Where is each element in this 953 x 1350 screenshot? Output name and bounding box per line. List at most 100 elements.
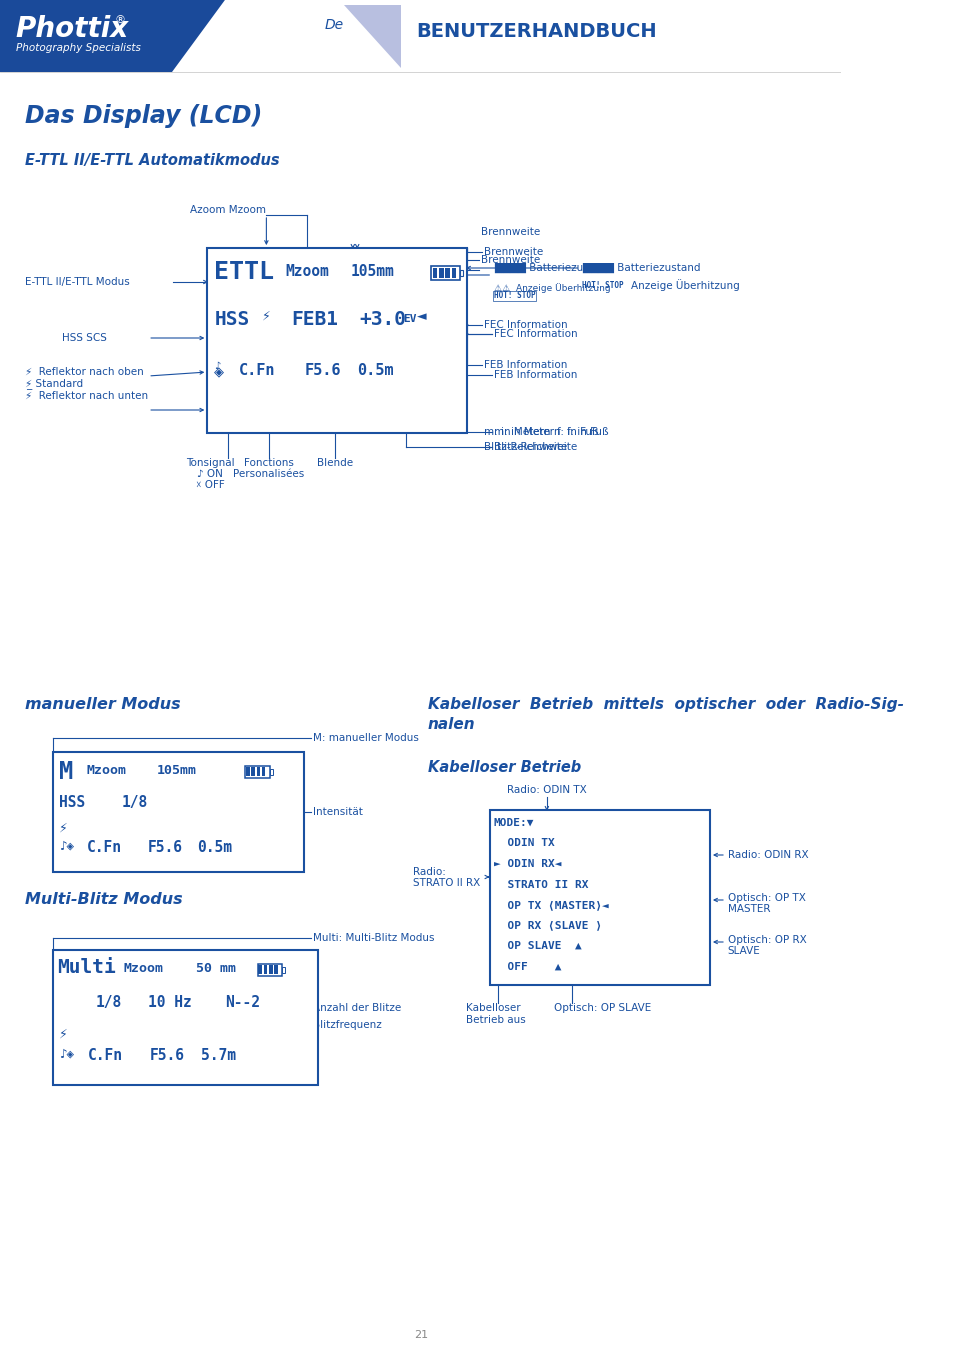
FancyBboxPatch shape	[52, 950, 317, 1085]
Text: Blitz-Reichweite: Blitz-Reichweite	[484, 441, 567, 452]
Text: EV: EV	[403, 315, 416, 324]
Text: 5.7m: 5.7m	[201, 1048, 235, 1062]
Text: Blende: Blende	[316, 458, 353, 468]
Text: F5.6: F5.6	[148, 840, 183, 855]
Text: FEC Information: FEC Information	[494, 329, 577, 339]
Text: +3.0: +3.0	[358, 310, 406, 329]
Text: HOT! STOP: HOT! STOP	[581, 281, 623, 289]
Text: nalen: nalen	[427, 717, 475, 732]
Text: Mzoom: Mzoom	[123, 963, 163, 975]
FancyBboxPatch shape	[433, 269, 437, 278]
Text: Blitz-Reichweite: Blitz-Reichweite	[494, 441, 577, 452]
Text: C.Fn: C.Fn	[87, 840, 121, 855]
Text: ◄: ◄	[416, 310, 426, 323]
Text: 0.5m: 0.5m	[196, 840, 232, 855]
Text: De: De	[324, 18, 343, 32]
Text: 10 Hz: 10 Hz	[148, 995, 192, 1010]
Text: ♪ ON: ♪ ON	[196, 468, 223, 479]
Text: ETTL: ETTL	[214, 261, 274, 284]
Text: Optisch: OP SLAVE: Optisch: OP SLAVE	[554, 1003, 651, 1012]
Text: Mzoom: Mzoom	[285, 265, 328, 279]
Polygon shape	[344, 5, 401, 68]
FancyBboxPatch shape	[207, 248, 467, 433]
Text: F5.6: F5.6	[150, 1048, 185, 1062]
Text: Kabelloser  Betrieb  mittels  optischer  oder  Radio-Sig-: Kabelloser Betrieb mittels optischer ode…	[427, 697, 902, 711]
Text: M: manueller Modus: M: manueller Modus	[313, 733, 418, 743]
Text: N--2: N--2	[225, 995, 259, 1010]
Text: Fonctions: Fonctions	[244, 458, 294, 468]
Text: E-TTL II/E-TTL Automatikmodus: E-TTL II/E-TTL Automatikmodus	[25, 153, 279, 167]
FancyBboxPatch shape	[245, 765, 270, 778]
Text: ®: ®	[114, 15, 126, 26]
Text: ♪◈: ♪◈	[59, 1048, 74, 1061]
Text: ⚡: ⚡	[59, 822, 68, 836]
FancyBboxPatch shape	[431, 266, 459, 279]
Text: 50 mm: 50 mm	[195, 963, 235, 975]
FancyBboxPatch shape	[262, 767, 265, 776]
Text: ⚡̲ Standard: ⚡̲ Standard	[25, 378, 83, 389]
Text: Radio:: Radio:	[413, 867, 445, 878]
Text: M: M	[59, 760, 73, 784]
Text: Multi-Blitz Modus: Multi-Blitz Modus	[25, 892, 182, 907]
FancyBboxPatch shape	[270, 769, 273, 775]
Text: 1/8: 1/8	[122, 795, 148, 810]
Text: F5.6: F5.6	[304, 363, 340, 378]
Text: FEC Information: FEC Information	[484, 320, 567, 329]
Text: Brennweite: Brennweite	[480, 227, 539, 238]
Text: ♪: ♪	[214, 360, 220, 371]
Text: Kabelloser: Kabelloser	[465, 1003, 519, 1012]
Text: Personalisées: Personalisées	[233, 468, 304, 479]
Text: Anzahl der Blitze: Anzahl der Blitze	[313, 1003, 401, 1012]
FancyBboxPatch shape	[263, 965, 267, 973]
Text: ⚠⚠  Anzeige Überhitzung: ⚠⚠ Anzeige Überhitzung	[494, 284, 610, 293]
Text: Optisch: OP TX: Optisch: OP TX	[727, 892, 804, 903]
FancyBboxPatch shape	[269, 965, 273, 973]
FancyBboxPatch shape	[256, 767, 260, 776]
Text: SLAVE: SLAVE	[727, 946, 760, 956]
Text: Phottix: Phottix	[16, 15, 129, 43]
FancyBboxPatch shape	[438, 269, 443, 278]
Text: HOT! STOP: HOT! STOP	[494, 292, 535, 301]
Text: 0.5m: 0.5m	[356, 363, 394, 378]
Text: 1/8: 1/8	[95, 995, 121, 1010]
Text: FEB1: FEB1	[291, 310, 337, 329]
FancyBboxPatch shape	[52, 752, 304, 872]
Text: ████ Batteriezustand: ████ Batteriezustand	[581, 263, 700, 273]
FancyBboxPatch shape	[258, 965, 262, 973]
Text: MASTER: MASTER	[727, 904, 769, 914]
Text: ⚡  Reflektor nach unten: ⚡ Reflektor nach unten	[25, 392, 148, 401]
Text: BENUTZERHANDBUCH: BENUTZERHANDBUCH	[416, 22, 657, 40]
FancyBboxPatch shape	[445, 269, 450, 278]
FancyBboxPatch shape	[282, 967, 285, 973]
FancyBboxPatch shape	[489, 810, 709, 986]
Text: ♪◈: ♪◈	[59, 840, 74, 853]
Text: Multi: Multi	[57, 958, 116, 977]
Text: OP RX ⟨SLAVE ⟩: OP RX ⟨SLAVE ⟩	[494, 921, 601, 930]
Text: ████ Batteriezustand: ████ Batteriezustand	[494, 263, 612, 273]
Text: 21: 21	[414, 1330, 427, 1341]
Text: ☓ OFF: ☓ OFF	[195, 481, 224, 490]
FancyBboxPatch shape	[451, 269, 456, 278]
Text: m: in Metern  f: in Fuß: m: in Metern f: in Fuß	[484, 427, 598, 437]
Text: ⚡: ⚡	[262, 310, 271, 323]
Text: OP SLAVE  ▲: OP SLAVE ▲	[494, 941, 581, 950]
Text: Multi: Multi-Blitz Modus: Multi: Multi-Blitz Modus	[313, 933, 435, 944]
Text: OP TX ⟨MASTER⟩◄: OP TX ⟨MASTER⟩◄	[494, 900, 608, 910]
Text: Intensität: Intensität	[313, 807, 363, 817]
Text: Radio: ODIN TX: Radio: ODIN TX	[506, 784, 586, 795]
Text: C.Fn: C.Fn	[239, 363, 275, 378]
Polygon shape	[0, 0, 225, 72]
FancyBboxPatch shape	[246, 767, 250, 776]
Text: OFF    ▲: OFF ▲	[494, 961, 561, 972]
Text: 105mm: 105mm	[157, 764, 197, 778]
Text: MODE:▼: MODE:▼	[494, 818, 534, 828]
Text: ◈: ◈	[214, 363, 224, 381]
Text: HSS: HSS	[214, 310, 250, 329]
Text: m: in Metern  f: in Fuß: m: in Metern f: in Fuß	[494, 427, 608, 437]
Text: Kabelloser Betrieb: Kabelloser Betrieb	[427, 760, 580, 775]
Text: FEB Information: FEB Information	[484, 360, 567, 370]
Text: Tonsignal: Tonsignal	[186, 458, 234, 468]
FancyBboxPatch shape	[274, 965, 277, 973]
Text: ► ODIN RX◄: ► ODIN RX◄	[494, 859, 561, 869]
Text: Betrieb aus: Betrieb aus	[465, 1015, 525, 1025]
